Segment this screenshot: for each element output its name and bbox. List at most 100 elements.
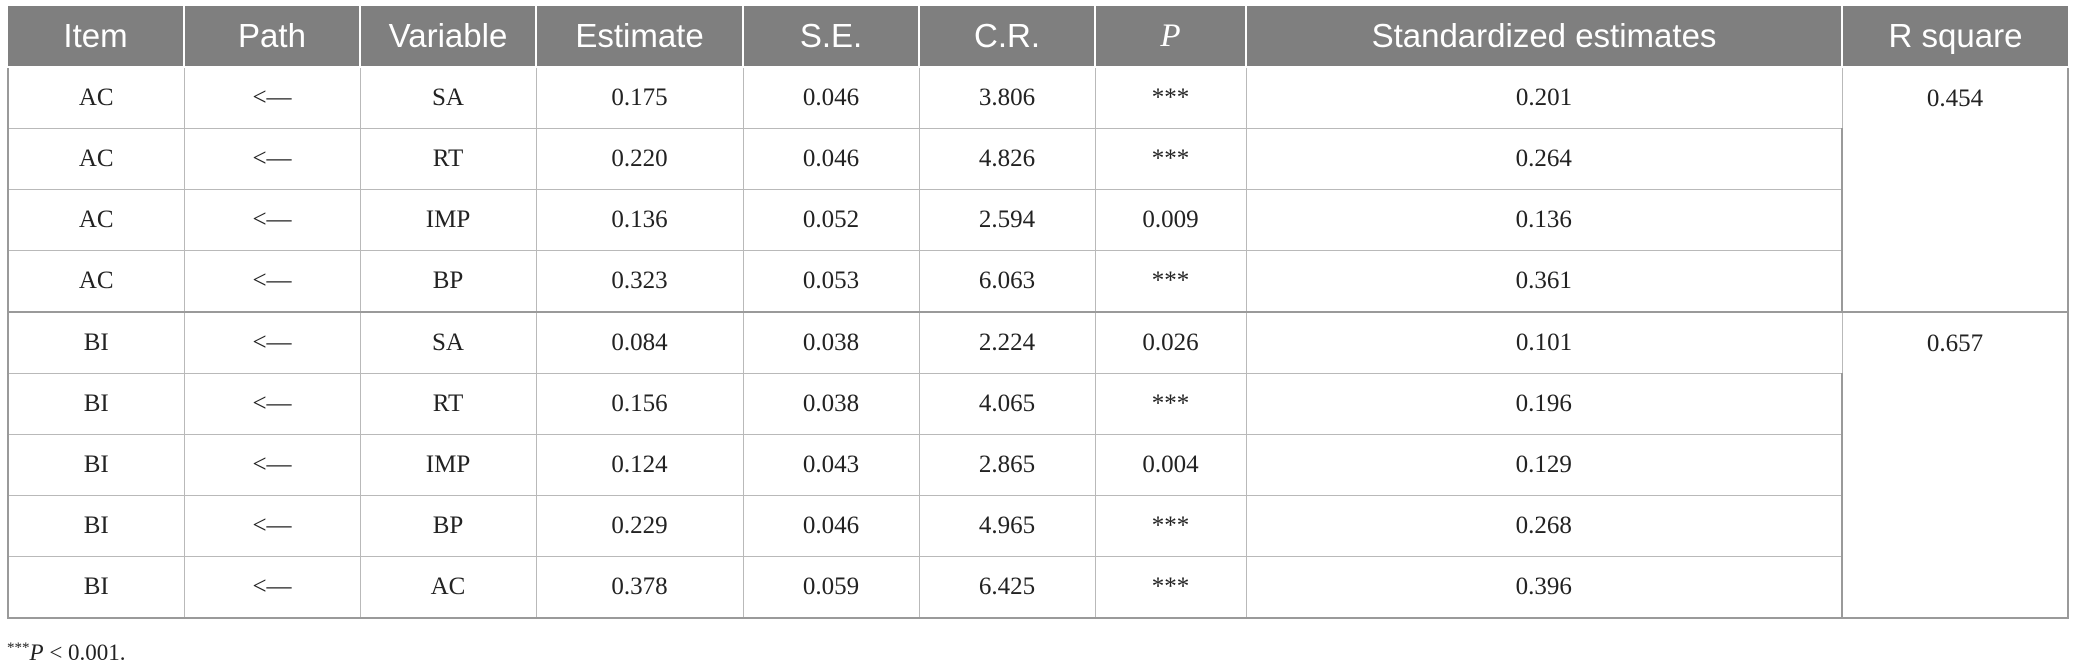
cell-variable: IMP: [359, 189, 537, 251]
cell-path: <—: [183, 373, 361, 435]
table-row: BI <— IMP 0.124 0.043 2.865 0.004 0.129: [7, 434, 2068, 496]
cell-path: <—: [183, 434, 361, 496]
cell-estimate: 0.220: [535, 128, 744, 190]
cell-p: ***: [1094, 495, 1247, 557]
cell-estimate: 0.156: [535, 373, 744, 435]
header-standardized-estimates: Standardized estimates: [1245, 6, 1843, 68]
cell-item: AC: [7, 189, 185, 251]
cell-se: 0.038: [742, 311, 920, 374]
cell-estimate: 0.084: [535, 311, 744, 374]
cell-r-square: 0.454: [1841, 66, 2069, 313]
cell-p: ***: [1094, 556, 1247, 619]
header-item: Item: [8, 6, 185, 68]
cell-p: ***: [1094, 250, 1247, 313]
footnote-p-symbol: P: [29, 640, 44, 665]
cell-path: <—: [183, 66, 361, 129]
cell-item: BI: [7, 495, 185, 557]
cell-p: 0.009: [1094, 189, 1247, 251]
header-r-square: R square: [1841, 6, 2068, 68]
cell-path: <—: [183, 311, 361, 374]
cell-standardized-estimate: 0.361: [1245, 250, 1843, 313]
cell-standardized-estimate: 0.264: [1245, 128, 1843, 190]
cell-standardized-estimate: 0.268: [1245, 495, 1843, 557]
cell-path: <—: [183, 556, 361, 619]
cell-estimate: 0.124: [535, 434, 744, 496]
cell-cr: 6.063: [918, 250, 1096, 313]
cell-estimate: 0.136: [535, 189, 744, 251]
cell-variable: RT: [359, 373, 537, 435]
cell-path: <—: [183, 495, 361, 557]
cell-se: 0.043: [742, 434, 920, 496]
header-variable: Variable: [359, 6, 537, 68]
cell-cr: 4.065: [918, 373, 1096, 435]
cell-variable: IMP: [359, 434, 537, 496]
cell-se: 0.046: [742, 128, 920, 190]
cell-item: BI: [7, 373, 185, 435]
cell-p: ***: [1094, 66, 1247, 129]
cell-variable: AC: [359, 556, 537, 619]
results-table-container: Item Path Variable Estimate S.E. C.R. P …: [7, 6, 2069, 619]
cell-item: AC: [7, 250, 185, 313]
cell-standardized-estimate: 0.196: [1245, 373, 1843, 435]
cell-variable: RT: [359, 128, 537, 190]
cell-item: BI: [7, 556, 185, 619]
cell-p: ***: [1094, 373, 1247, 435]
path-coefficients-table: Item Path Variable Estimate S.E. C.R. P …: [7, 6, 2069, 619]
cell-cr: 2.865: [918, 434, 1096, 496]
cell-variable: SA: [359, 66, 537, 129]
cell-variable: BP: [359, 250, 537, 313]
cell-p: ***: [1094, 128, 1247, 190]
table-row: BI <— BP 0.229 0.046 4.965 *** 0.268: [7, 495, 2068, 557]
cell-estimate: 0.229: [535, 495, 744, 557]
footnote: ***P < 0.001.: [7, 640, 126, 666]
cell-p: 0.026: [1094, 311, 1247, 374]
table-row: AC <— SA 0.175 0.046 3.806 *** 0.201 0.454: [7, 66, 2069, 313]
cell-standardized-estimate: 0.396: [1245, 556, 1843, 619]
cell-se: 0.046: [742, 495, 920, 557]
header-estimate: Estimate: [535, 6, 744, 68]
cell-item: AC: [7, 128, 185, 190]
cell-cr: 4.965: [918, 495, 1096, 557]
cell-cr: 3.806: [918, 66, 1096, 129]
cell-cr: 2.594: [918, 189, 1096, 251]
table-row: BI <— AC 0.378 0.059 6.425 *** 0.396: [7, 556, 2068, 619]
cell-standardized-estimate: 0.201: [1245, 66, 1843, 129]
table-row: AC <— RT 0.220 0.046 4.826 *** 0.264: [7, 128, 2068, 190]
table-row: AC <— BP 0.323 0.053 6.063 *** 0.361: [7, 250, 2068, 313]
cell-se: 0.053: [742, 250, 920, 313]
cell-item: BI: [7, 434, 185, 496]
cell-item: BI: [7, 311, 185, 374]
footnote-marker: ***: [7, 640, 30, 656]
cell-path: <—: [183, 189, 361, 251]
cell-cr: 2.224: [918, 311, 1096, 374]
cell-path: <—: [183, 250, 361, 313]
cell-item: AC: [7, 66, 185, 129]
cell-standardized-estimate: 0.129: [1245, 434, 1843, 496]
header-p: P: [1094, 6, 1247, 68]
header-cr: C.R.: [918, 6, 1096, 68]
cell-cr: 6.425: [918, 556, 1096, 619]
cell-standardized-estimate: 0.101: [1245, 311, 1843, 374]
table-row: AC <— IMP 0.136 0.052 2.594 0.009 0.136: [7, 189, 2068, 251]
header-path: Path: [183, 6, 361, 68]
cell-se: 0.059: [742, 556, 920, 619]
cell-cr: 4.826: [918, 128, 1096, 190]
cell-se: 0.038: [742, 373, 920, 435]
cell-path: <—: [183, 128, 361, 190]
header-se: S.E.: [742, 6, 920, 68]
cell-p: 0.004: [1094, 434, 1247, 496]
header-row: Item Path Variable Estimate S.E. C.R. P …: [8, 6, 2068, 68]
table-body: AC <— SA 0.175 0.046 3.806 *** 0.201 0.454 AC <— RT…: [7, 66, 2069, 619]
table-row: BI <— SA 0.084 0.038 2.224 0.026 0.101 0.657: [7, 311, 2069, 619]
table-row: BI <— RT 0.156 0.038 4.065 *** 0.196: [7, 373, 2068, 435]
cell-se: 0.052: [742, 189, 920, 251]
cell-variable: BP: [359, 495, 537, 557]
cell-estimate: 0.378: [535, 556, 744, 619]
cell-se: 0.046: [742, 66, 920, 129]
cell-r-square: 0.657: [1841, 311, 2069, 619]
cell-standardized-estimate: 0.136: [1245, 189, 1843, 251]
cell-estimate: 0.323: [535, 250, 744, 313]
cell-estimate: 0.175: [535, 66, 744, 129]
footnote-text: < 0.001.: [43, 640, 126, 665]
cell-variable: SA: [359, 311, 537, 374]
